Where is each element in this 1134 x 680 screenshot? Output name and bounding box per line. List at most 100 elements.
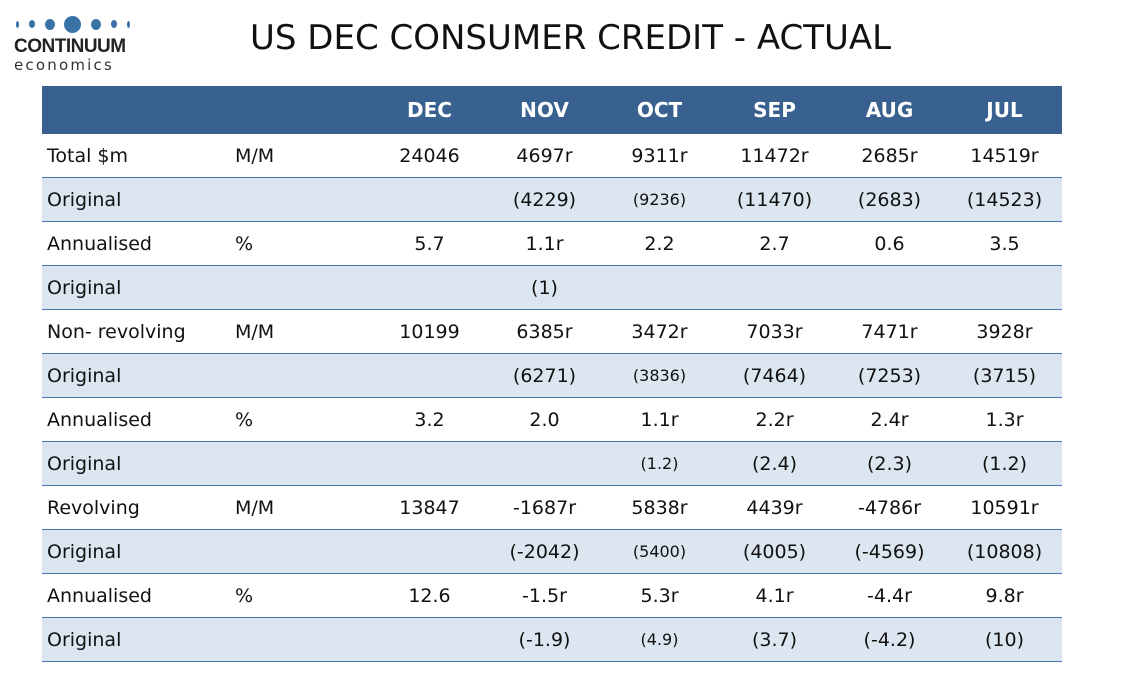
column-header: JUL (947, 86, 1062, 134)
table-header-row: DEC NOV OCT SEP AUG JUL (42, 86, 1062, 134)
row-label: Total $m (42, 134, 235, 178)
row-label: Non- revolving (42, 309, 235, 354)
column-header: DEC (372, 86, 487, 134)
cell-value: (2.3) (832, 441, 947, 486)
cell-value: -4786r (832, 485, 947, 530)
row-label: Revolving (42, 485, 235, 530)
table-row: Non- revolving M/M 10199 6385r 3472r 7033r 747… (42, 309, 1062, 354)
cell-value: (10) (947, 617, 1062, 662)
cell-value: 4439r (717, 485, 832, 530)
cell-value: 2.7 (717, 221, 832, 266)
cell-value: (9236) (602, 177, 717, 222)
cell-value: -1687r (487, 485, 602, 530)
cell-value (372, 617, 487, 662)
row-unit (235, 353, 372, 398)
cell-value (372, 353, 487, 398)
cell-value (372, 529, 487, 574)
logo-brand: CONTINUUM (14, 36, 126, 57)
table-row: Original (4229) (9236) (11470) (2683) (14523) (42, 177, 1062, 222)
cell-value: (7464) (717, 353, 832, 398)
cell-value: (1.2) (947, 441, 1062, 486)
column-header: NOV (487, 86, 602, 134)
row-unit: M/M (235, 309, 372, 354)
table-row: Original (1) (42, 265, 1062, 310)
row-label: Original (42, 617, 235, 662)
table-row: Original (-1.9) (4.9) (3.7) (-4.2) (10) (42, 617, 1062, 662)
cell-value: (-2042) (487, 529, 602, 574)
row-unit: M/M (235, 134, 372, 178)
row-unit: % (235, 573, 372, 618)
cell-value: 3.2 (372, 397, 487, 442)
table-row: Annualised% 3.2 2.0 1.1r 2.2r 2.4r 1.3r (42, 397, 1062, 442)
cell-value: 2.2 (602, 221, 717, 266)
cell-value: (3836) (602, 353, 717, 398)
cell-value: 3472r (602, 309, 717, 354)
company-logo: CONTINUUM economics (14, 14, 132, 74)
cell-value: 5.7 (372, 221, 487, 266)
cell-value: 13847 (372, 485, 487, 530)
row-unit (235, 441, 372, 486)
cell-value: (14523) (947, 177, 1062, 222)
cell-value (717, 265, 832, 310)
cell-value: 2.2r (717, 397, 832, 442)
cell-value: 1.3r (947, 397, 1062, 442)
cell-value: 24046 (372, 134, 487, 178)
table-row: Total $m M/M 24046 4697r 9311r 11472r 2685r 145… (42, 134, 1062, 178)
table-row: Revolving M/M 13847 -1687r 5838r 4439r -4786r 1… (42, 485, 1062, 530)
cell-value: (1) (487, 265, 602, 310)
row-label: Annualised (42, 397, 235, 442)
table-row: Original (1.2) (2.4) (2.3) (1.2) (42, 441, 1062, 486)
row-label: Original (42, 177, 235, 222)
cell-value (947, 265, 1062, 310)
cell-value: (-4.2) (832, 617, 947, 662)
row-label: Original (42, 265, 235, 310)
cell-value: 1.1r (487, 221, 602, 266)
column-header: SEP (717, 86, 832, 134)
cell-value: (10808) (947, 529, 1062, 574)
cell-value: (2683) (832, 177, 947, 222)
table-row: Annualised% 5.7 1.1r 2.2 2.7 0.6 3.5 (42, 221, 1062, 266)
row-unit (235, 529, 372, 574)
cell-value (372, 441, 487, 486)
cell-value: 12.6 (372, 573, 487, 618)
cell-value: (4005) (717, 529, 832, 574)
cell-value: (11470) (717, 177, 832, 222)
cell-value: (1.2) (602, 441, 717, 486)
row-label: Original (42, 529, 235, 574)
cell-value: -1.5r (487, 573, 602, 618)
row-unit: % (235, 221, 372, 266)
cell-value (372, 177, 487, 222)
column-header (235, 86, 372, 134)
cell-value: 2.4r (832, 397, 947, 442)
cell-value: 5838r (602, 485, 717, 530)
cell-value: 5.3r (602, 573, 717, 618)
cell-value: (3715) (947, 353, 1062, 398)
cell-value: 6385r (487, 309, 602, 354)
cell-value: 4.1r (717, 573, 832, 618)
cell-value: 7033r (717, 309, 832, 354)
cell-value: (6271) (487, 353, 602, 398)
row-label: Original (42, 353, 235, 398)
cell-value: 4697r (487, 134, 602, 178)
table-row: Original (-2042) (5400) (4005) (-4569) (10808… (42, 529, 1062, 574)
table-row: Original (6271) (3836) (7464) (7253) (3715) (42, 353, 1062, 398)
consumer-credit-table: DEC NOV OCT SEP AUG JUL Total $m M/M 24046 4697r… (42, 86, 1062, 662)
cell-value: 10199 (372, 309, 487, 354)
cell-value: 10591r (947, 485, 1062, 530)
cell-value: 3.5 (947, 221, 1062, 266)
cell-value: 14519r (947, 134, 1062, 178)
logo-sub: economics (14, 56, 114, 74)
cell-value: (-4569) (832, 529, 947, 574)
row-unit: % (235, 397, 372, 442)
column-header (42, 86, 235, 134)
cell-value: 2.0 (487, 397, 602, 442)
cell-value (832, 265, 947, 310)
column-header: OCT (602, 86, 717, 134)
cell-value: (3.7) (717, 617, 832, 662)
cell-value: (4229) (487, 177, 602, 222)
cell-value: (4.9) (602, 617, 717, 662)
cell-value: 11472r (717, 134, 832, 178)
cell-value (372, 265, 487, 310)
cell-value: 7471r (832, 309, 947, 354)
table-row: Annualised% 12.6 -1.5r 5.3r 4.1r -4.4r 9.8r (42, 573, 1062, 618)
